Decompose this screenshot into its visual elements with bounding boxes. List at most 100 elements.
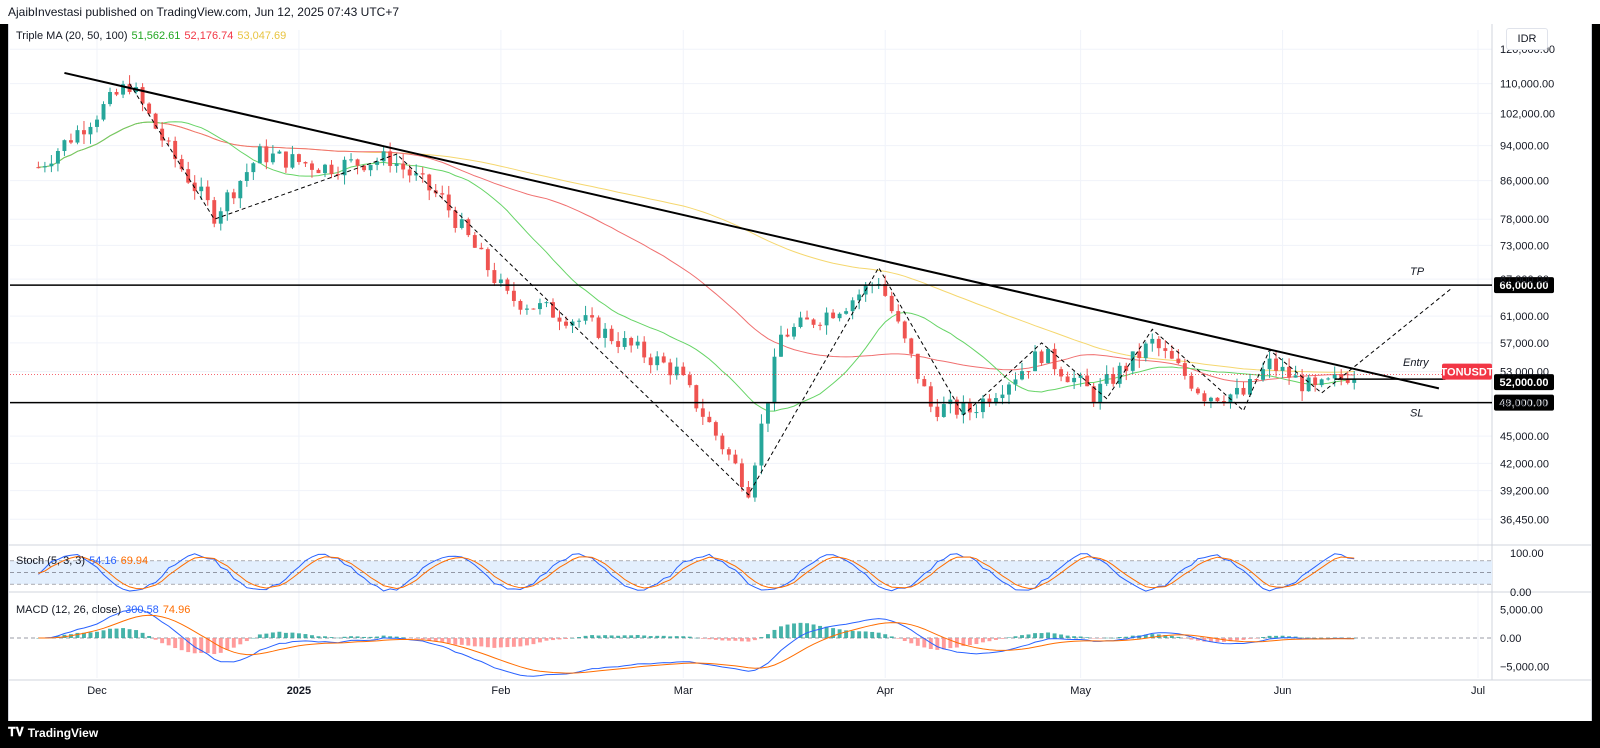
macd-histogram-bar bbox=[427, 638, 432, 641]
macd-histogram-bar bbox=[1065, 635, 1070, 638]
macd-histogram-bar bbox=[153, 638, 158, 640]
macd-histogram-bar bbox=[694, 637, 699, 639]
candle-body bbox=[746, 487, 751, 498]
candle-body bbox=[635, 341, 640, 346]
legend-ma100-value: 53,047.69 bbox=[237, 30, 287, 42]
macd-histogram-bar bbox=[1078, 636, 1083, 638]
macd-histogram-bar bbox=[472, 638, 477, 647]
macd-histogram-bar bbox=[883, 634, 888, 638]
candle-body bbox=[752, 465, 757, 498]
macd-histogram-bar bbox=[668, 636, 673, 638]
stoch-legend[interactable]: Stoch (5, 3, 3) 54.16 69.94 bbox=[16, 555, 152, 567]
candle-body bbox=[974, 412, 979, 414]
candle-body bbox=[857, 294, 862, 301]
candle-body bbox=[564, 321, 568, 326]
macd-histogram-bar bbox=[362, 636, 367, 638]
macd-histogram-bar bbox=[1000, 638, 1005, 639]
macd-histogram-bar bbox=[739, 638, 744, 642]
macd-histogram-bar bbox=[1091, 638, 1096, 639]
macd-indicator-name: MACD (12, 26, close) bbox=[16, 604, 122, 616]
currency-label[interactable]: IDR bbox=[1506, 28, 1548, 50]
macd-histogram-bar bbox=[192, 638, 197, 654]
candle-body bbox=[844, 311, 849, 314]
stoch-pane: 100.00 0.00 bbox=[10, 548, 1544, 599]
candle-body bbox=[980, 398, 985, 413]
stoch-tick-label: 0.00 bbox=[1510, 587, 1531, 599]
tradingview-brand[interactable]: 𝐓𝐕 TradingView bbox=[8, 725, 98, 740]
pane-separators bbox=[8, 24, 1592, 681]
macd-histogram-bar bbox=[1267, 635, 1272, 638]
candle-body bbox=[82, 130, 86, 135]
macd-histogram-bar bbox=[1215, 638, 1220, 642]
candle-body bbox=[902, 321, 907, 339]
candle-body bbox=[1176, 358, 1181, 364]
time-tick-label: Mar bbox=[674, 685, 693, 697]
price-legend[interactable]: Triple MA (20, 50, 100) 51,562.61 52,176.7… bbox=[16, 30, 290, 42]
price-tick-label: 57,000.00 bbox=[1500, 338, 1549, 350]
candle-body bbox=[381, 151, 386, 162]
macd-histogram-bar bbox=[349, 636, 354, 638]
macd-histogram-bar bbox=[1208, 638, 1213, 642]
candle-body bbox=[739, 463, 744, 488]
symbol-tag-bg bbox=[1442, 363, 1492, 380]
chart-area[interactable] bbox=[8, 24, 1592, 721]
candle-body bbox=[1254, 379, 1259, 381]
macd-histogram-bar bbox=[590, 635, 595, 638]
macd-histogram-bar bbox=[1332, 637, 1337, 639]
macd-histogram-bar bbox=[140, 632, 145, 638]
macd-histogram-bar bbox=[127, 629, 132, 638]
macd-histogram-bar bbox=[479, 638, 484, 647]
candle-body bbox=[792, 326, 796, 337]
candle-body bbox=[954, 399, 959, 415]
price-tick-label: 94,000.00 bbox=[1500, 141, 1549, 153]
candle-body bbox=[420, 173, 425, 175]
macd-histogram-bar bbox=[766, 634, 770, 638]
candle-body bbox=[759, 423, 764, 466]
macd-histogram-bar bbox=[948, 638, 953, 649]
candle-body bbox=[1345, 378, 1350, 383]
macd-histogram-bar bbox=[792, 623, 796, 638]
macd-histogram-bar bbox=[1020, 635, 1024, 638]
candle-body bbox=[557, 317, 562, 322]
tp-label: TP bbox=[1410, 266, 1425, 278]
macd-histogram-bar bbox=[518, 638, 523, 647]
candle-body bbox=[1248, 379, 1252, 395]
candle-body bbox=[831, 312, 836, 319]
candle-body bbox=[1326, 378, 1331, 380]
candle-body bbox=[368, 164, 373, 171]
time-tick-label: May bbox=[1070, 685, 1091, 697]
candle-body bbox=[1020, 371, 1024, 380]
candle-body bbox=[518, 300, 523, 310]
macd-histogram-bar bbox=[805, 623, 809, 638]
legend-ma20-value: 51,562.61 bbox=[131, 30, 181, 42]
macd-histogram-bar bbox=[1182, 638, 1187, 639]
candle-body bbox=[766, 403, 770, 424]
candle-body bbox=[538, 303, 542, 310]
macd-histogram-bar bbox=[1235, 638, 1239, 641]
candle-body bbox=[772, 356, 777, 404]
macd-histogram-bar bbox=[238, 638, 243, 645]
macd-histogram-bar bbox=[121, 628, 126, 638]
macd-histogram-bar bbox=[1241, 638, 1246, 640]
candle-body bbox=[62, 140, 67, 151]
candle-body bbox=[1332, 374, 1337, 379]
macd-line bbox=[38, 608, 1355, 677]
macd-legend[interactable]: MACD (12, 26, close) 300.58 74.96 bbox=[16, 604, 194, 616]
macd-histogram-bar bbox=[681, 636, 686, 638]
macd-histogram-bar bbox=[485, 638, 490, 648]
candle-body bbox=[1072, 377, 1077, 383]
candle-body bbox=[173, 140, 178, 160]
candle-body bbox=[1287, 366, 1292, 378]
candle-body bbox=[1293, 375, 1298, 378]
macd-histogram-bar bbox=[993, 638, 998, 640]
macd-histogram-bar bbox=[1026, 634, 1031, 638]
macd-tick-label: 0.00 bbox=[1500, 633, 1521, 645]
candle-body bbox=[1007, 384, 1011, 395]
macd-histogram-bar bbox=[1293, 636, 1298, 638]
macd-histogram-bar bbox=[88, 632, 93, 638]
macd-histogram-bar bbox=[857, 631, 862, 638]
candle-body bbox=[1195, 388, 1200, 394]
macd-histogram-bar bbox=[1248, 638, 1252, 639]
macd-histogram-bar bbox=[82, 632, 86, 638]
